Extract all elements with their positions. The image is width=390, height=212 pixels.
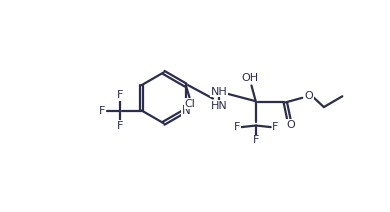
Text: F: F bbox=[234, 122, 240, 132]
Text: Cl: Cl bbox=[184, 99, 195, 109]
Text: O: O bbox=[286, 120, 295, 130]
Text: F: F bbox=[99, 106, 106, 116]
Text: O: O bbox=[305, 91, 314, 101]
Text: F: F bbox=[117, 121, 123, 131]
Text: HN: HN bbox=[211, 100, 227, 110]
Text: N: N bbox=[182, 104, 191, 117]
Text: NH: NH bbox=[211, 87, 227, 97]
Text: F: F bbox=[272, 122, 278, 132]
Text: F: F bbox=[253, 135, 259, 145]
Text: OH: OH bbox=[241, 73, 259, 83]
Text: F: F bbox=[117, 90, 123, 100]
